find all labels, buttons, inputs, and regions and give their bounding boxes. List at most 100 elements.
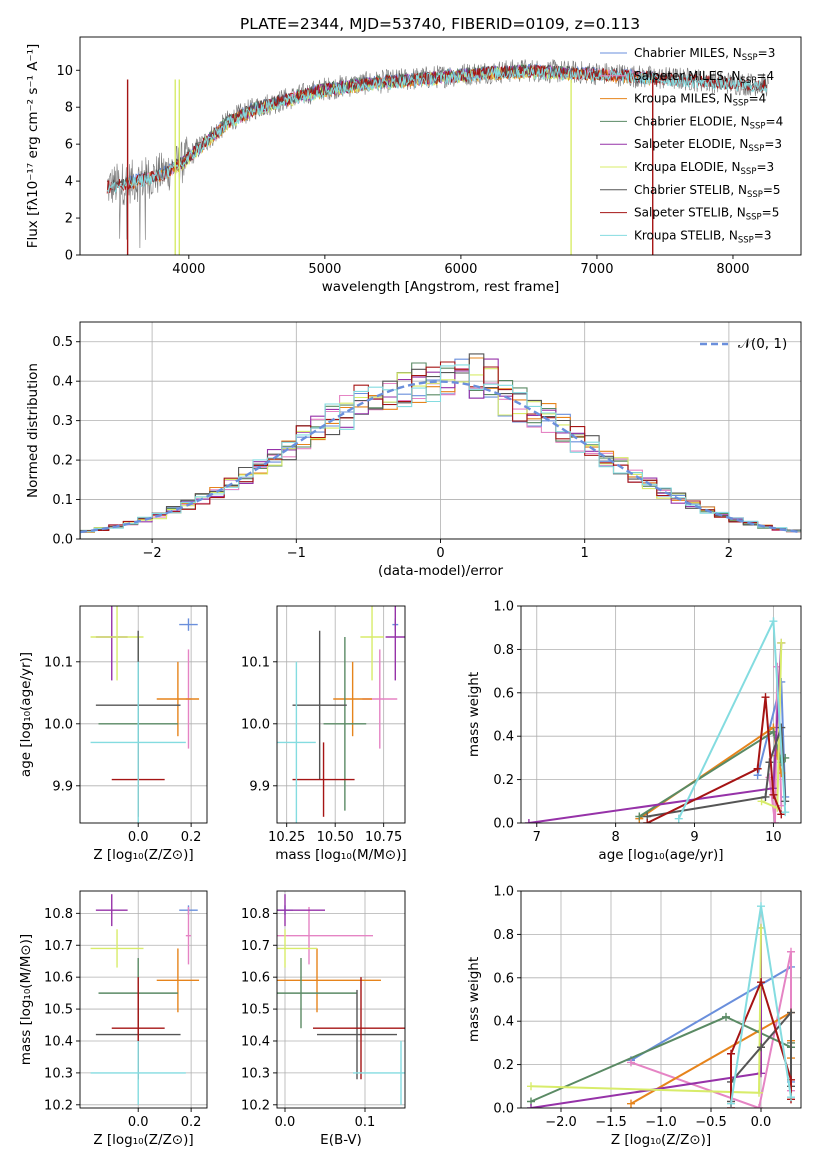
x-tick-label: 1 bbox=[581, 546, 589, 561]
y-tick-label: 1.0 bbox=[493, 885, 514, 900]
legend-entry: Salpeter ELODIE, NSSP=3 bbox=[634, 137, 782, 154]
errorbar-point bbox=[353, 1040, 405, 1105]
ssp-weight-marker bbox=[635, 812, 644, 821]
ssp-weight-marker bbox=[757, 978, 765, 987]
ticks-spectrum: 4000 5000 6000 7000 8000 0 2 4 6 8 10 bbox=[56, 64, 749, 277]
x-axis-label: Z [log₁₀(Z/Z⊙)] bbox=[611, 1132, 711, 1148]
x-tick-label: 0.1 bbox=[355, 1115, 376, 1130]
ticks-mass-vs-ebv: 0.0 0.1 10.2 10.3 10.4 10.5 10.6 10.7 10.8 bbox=[241, 907, 375, 1130]
ssp-weight-marker bbox=[757, 1069, 765, 1078]
axes-age-vs-mass: 10.25 10.50 10.75 9.9 10.0 10.1 mass [log₁₀(M/… bbox=[241, 605, 407, 863]
plot-area-age-vs-mass bbox=[277, 606, 405, 823]
ssp-weight-series bbox=[757, 638, 786, 812]
y-tick-label: 10.5 bbox=[44, 1003, 73, 1018]
axes-mass-vs-ebv: 0.0 0.1 10.2 10.3 10.4 10.5 10.6 10.7 10.8 E(B-V) bbox=[241, 890, 406, 1148]
axes-residuals: −2 −1 0 1 2 0.0 0.1 0.2 0.3 0.4 0.5 (data-model)/er… bbox=[25, 321, 802, 579]
x-axis-label: Z [log₁₀(Z/Z⊙)] bbox=[93, 847, 193, 863]
x-axis-label: E(B-V) bbox=[320, 1132, 362, 1148]
axes-frame bbox=[79, 321, 802, 540]
y-axis-label: mass weight bbox=[466, 957, 482, 1042]
y-tick-label: 0.2 bbox=[493, 1058, 514, 1073]
errorbar-point bbox=[156, 661, 200, 737]
ticks-residuals: −2 −1 0 1 2 0.0 0.1 0.2 0.3 0.4 0.5 bbox=[52, 335, 733, 561]
axes-frame bbox=[520, 605, 802, 824]
errorbar-point bbox=[90, 661, 186, 823]
y-tick-label: 10.2 bbox=[44, 1098, 73, 1113]
x-tick-label: −1.5 bbox=[595, 1115, 627, 1130]
y-tick-label: 10.1 bbox=[241, 655, 270, 670]
y-tick-label: 0.5 bbox=[52, 335, 73, 350]
ssp-weight-series bbox=[643, 723, 790, 821]
y-tick-label: 8 bbox=[65, 101, 73, 116]
x-tick-label: −1 bbox=[287, 546, 306, 561]
y-tick-label: 10.0 bbox=[44, 717, 73, 732]
ssp-weight-marker bbox=[627, 1058, 635, 1067]
x-tick-label: 6000 bbox=[444, 262, 477, 277]
x-tick-label: 10.25 bbox=[268, 830, 305, 845]
ssp-weight-marker bbox=[524, 819, 533, 823]
y-tick-label: 0.6 bbox=[493, 686, 514, 701]
errorbar-point bbox=[277, 948, 381, 1013]
x-tick-label: 0 bbox=[436, 546, 444, 561]
ssp-weight-marker bbox=[757, 1043, 765, 1052]
ssp-weight-marker bbox=[674, 814, 683, 823]
legend-entry: Salpeter STELIB, NSSP=5 bbox=[634, 206, 779, 223]
ssp-weight-marker bbox=[755, 1088, 763, 1097]
x-tick-label: 9 bbox=[690, 830, 698, 845]
plot-area-spectrum bbox=[106, 59, 769, 255]
y-tick-label: 0.4 bbox=[52, 375, 73, 390]
errorbar-point bbox=[90, 929, 144, 968]
x-tick-label: 0.0 bbox=[275, 1115, 296, 1130]
ssp-weight-series bbox=[524, 638, 786, 823]
axes-frame bbox=[79, 890, 208, 1109]
legend-entry: Chabrier ELODIE, NSSP=4 bbox=[634, 114, 783, 131]
y-tick-label: 9.9 bbox=[249, 779, 270, 794]
x-tick-label: 10 bbox=[765, 830, 782, 845]
errorbar-point bbox=[156, 948, 200, 1013]
y-axis-label: Flux [fλ10⁻¹⁷ erg cm⁻² s⁻¹ A⁻¹] bbox=[25, 44, 41, 249]
legend: Chabrier MILES, NSSP=3 Salpeter MILES, NS… bbox=[600, 46, 783, 245]
y-tick-label: 0.6 bbox=[493, 971, 514, 986]
errorbar-point bbox=[277, 958, 357, 1029]
axes-frame bbox=[79, 36, 802, 256]
figure-title: PLATE=2344, MJD=53740, FIBERID=0109, z=0… bbox=[240, 15, 640, 33]
x-axis-label: (data-model)/error bbox=[378, 563, 504, 579]
y-tick-label: 0.3 bbox=[52, 414, 73, 429]
errorbar-point bbox=[385, 606, 405, 681]
ssp-weight-marker bbox=[753, 764, 762, 773]
x-tick-label: −2 bbox=[143, 546, 162, 561]
ssp-weight-marker bbox=[643, 819, 652, 823]
ssp-weight-marker bbox=[769, 790, 778, 799]
plot-area-weight-vs-age bbox=[521, 606, 801, 823]
observed-spectrum-line bbox=[106, 59, 769, 249]
ssp-weight-marker bbox=[765, 758, 774, 767]
y-axis-label: mass [log₁₀(M/M⊙)] bbox=[18, 934, 34, 1065]
legend-entry: Kroupa MILES, NSSP=4 bbox=[634, 92, 766, 109]
y-tick-label: 10.7 bbox=[241, 939, 270, 954]
axes-mass-vs-z: 0.0 0.2 10.2 10.3 10.4 10.5 10.6 10.7 10.8 Z [log… bbox=[18, 890, 208, 1148]
ssp-weight-marker bbox=[727, 1049, 735, 1058]
y-tick-label: 1.0 bbox=[493, 600, 514, 615]
ssp-weight-marker bbox=[527, 1082, 535, 1091]
errorbar-point bbox=[277, 906, 373, 965]
y-tick-label: 0 bbox=[65, 249, 73, 264]
errorbar-point bbox=[179, 618, 198, 631]
legend-entry: Salpeter MILES, NSSP=4 bbox=[634, 69, 774, 86]
ticks-age-vs-mass: 10.25 10.50 10.75 9.9 10.0 10.1 bbox=[241, 655, 402, 845]
plot-area-residuals bbox=[80, 322, 801, 539]
axes-age-vs-z: 0.0 0.2 9.9 10.0 10.1 Z [log₁₀(Z/Z⊙)] age [log… bbox=[18, 605, 208, 863]
ssp-weight-marker bbox=[777, 723, 786, 732]
x-axis-label: wavelength [Angstrom, rest frame] bbox=[322, 279, 560, 295]
errorbar-point bbox=[292, 630, 347, 780]
plot-area-mass-vs-z bbox=[80, 891, 207, 1108]
x-tick-label: 10.75 bbox=[365, 830, 402, 845]
y-tick-label: 10.3 bbox=[44, 1066, 73, 1081]
errorbar-point bbox=[360, 606, 384, 681]
y-tick-label: 0.4 bbox=[493, 1015, 514, 1030]
plot-area-age-vs-z bbox=[80, 606, 207, 823]
ssp-weight-series bbox=[643, 693, 786, 823]
axes-spectrum: 4000 5000 6000 7000 8000 0 2 4 6 8 10 wavelength [A… bbox=[25, 36, 802, 295]
x-axis-label: age [log₁₀(age/yr)] bbox=[598, 847, 723, 863]
x-tick-label: 0.2 bbox=[181, 1115, 202, 1130]
